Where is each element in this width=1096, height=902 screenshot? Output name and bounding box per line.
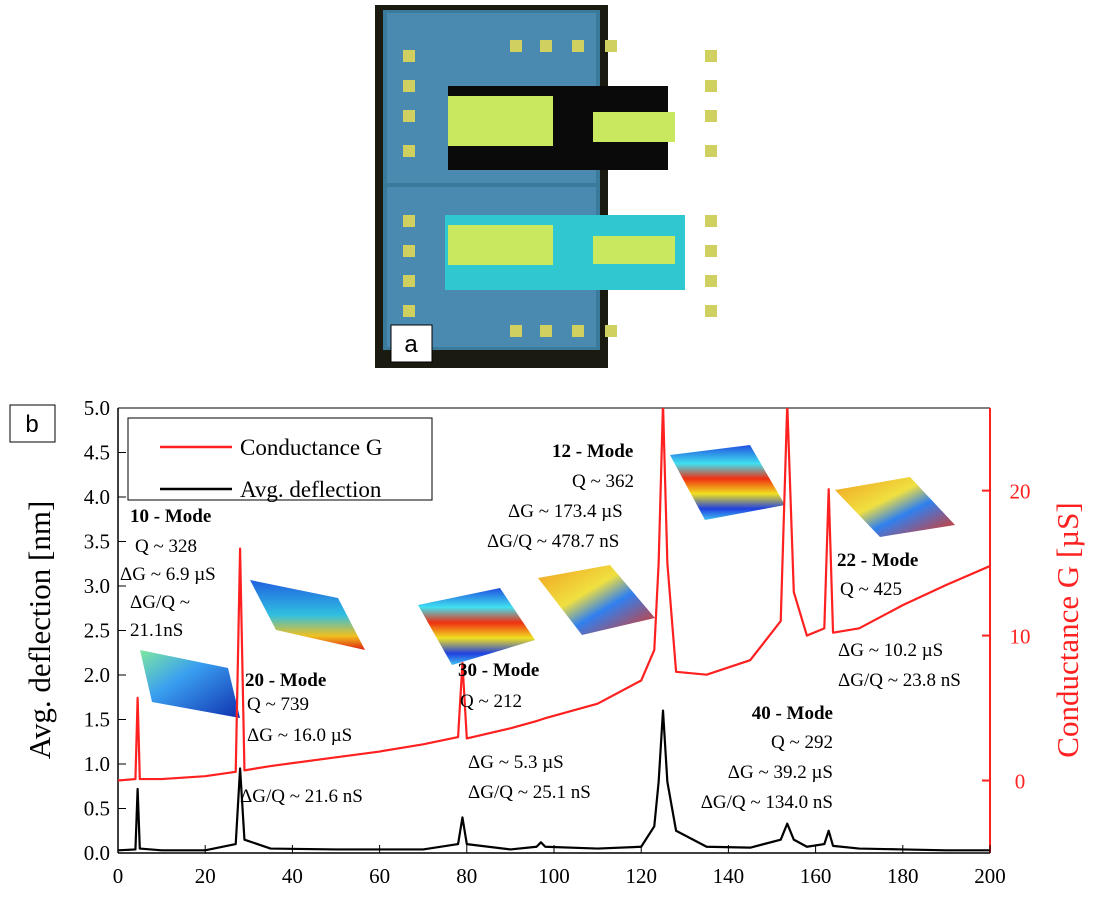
legend-box [127, 417, 433, 501]
y-tick-label: 4.0 [84, 485, 110, 509]
panel-b-box [9, 404, 56, 443]
annotation: Q ~ 292 [771, 732, 833, 753]
x-tick-label: 120 [625, 864, 657, 888]
series-line [118, 408, 990, 782]
x-tick-label: 160 [800, 864, 832, 888]
annotation: ΔG ~ 16.0 µS [247, 725, 352, 746]
chip-photo [375, 5, 717, 368]
annotation: Q ~ 362 [572, 471, 634, 492]
x-tick-label: 140 [713, 864, 745, 888]
annotation: ΔG/Q ~ 23.8 nS [838, 670, 961, 691]
legend-label: Conductance G [240, 435, 382, 460]
y-tick-label: 2.0 [84, 663, 110, 687]
annotation: 22 - Mode [837, 550, 918, 571]
annotation: 20 - Mode [245, 670, 326, 691]
annotation: ΔG/Q ~ 25.1 nS [468, 782, 591, 803]
x-tick-label: 0 [113, 864, 124, 888]
x-tick-label: 60 [369, 864, 390, 888]
y-tick-label: 5.0 [84, 396, 110, 420]
panel-label: b [25, 411, 38, 438]
annotation: ΔG ~ 39.2 µS [728, 762, 833, 783]
annotation: ΔG/Q ~ 134.0 nS [701, 792, 833, 813]
plot-area [118, 408, 990, 852]
y-tick-label: 0.0 [84, 841, 110, 865]
y-tick-label: 0.5 [84, 797, 110, 821]
y-tick-label: 1.5 [84, 708, 110, 732]
annotation: ΔG/Q ~ [130, 592, 190, 613]
y-tick-label: 4.5 [84, 441, 110, 465]
panel-label: a [404, 331, 418, 358]
y2-tick-label: 20 [1010, 480, 1031, 504]
mode-insets [140, 445, 955, 718]
annotation: ΔG ~ 6.9 µS [120, 564, 216, 585]
annotation: ΔG/Q ~ 21.6 nS [240, 786, 363, 807]
series-line [118, 709, 990, 852]
annotation: 21.1nS [130, 620, 183, 641]
annotation: Q ~ 212 [460, 691, 522, 712]
y-tick-label: 3.5 [84, 530, 110, 554]
x-tick-label: 100 [538, 864, 570, 888]
annotation: ΔG ~ 5.3 µS [468, 752, 564, 773]
y-tick-label: 3.0 [84, 574, 110, 598]
annotation: 10 - Mode [130, 506, 211, 527]
legend: Conductance G Avg. deflection [127, 417, 433, 502]
annotation: Q ~ 425 [840, 579, 902, 600]
annotation: ΔG/Q ~ 478.7 nS [487, 531, 619, 552]
y-tick-label: 2.5 [84, 619, 110, 643]
y-tick-label: 1.0 [84, 752, 110, 776]
x-tick-label: 40 [282, 864, 303, 888]
annotation: ΔG ~ 173.4 µS [508, 501, 623, 522]
x-tick-label: 180 [887, 864, 919, 888]
annotation: Q ~ 328 [135, 536, 197, 557]
annotation: 12 - Mode [552, 441, 633, 462]
annotation: 30 - Mode [458, 660, 539, 681]
annotation: Q ~ 739 [247, 694, 309, 715]
y2-axis-label: Conductance G [µS] [1050, 502, 1085, 757]
y2-tick-label: 10 [1010, 625, 1031, 649]
y2-tick-label: 0 [1015, 770, 1026, 794]
legend-label: Avg. deflection [240, 477, 382, 502]
y-axis-label: Avg. deflection [nm] [22, 501, 57, 760]
x-tick-label: 200 [974, 864, 1006, 888]
x-tick-label: 80 [456, 864, 477, 888]
annotation: 40 - Mode [752, 703, 833, 724]
annotation: ΔG ~ 10.2 µS [838, 640, 943, 661]
x-tick-label: 20 [195, 864, 216, 888]
